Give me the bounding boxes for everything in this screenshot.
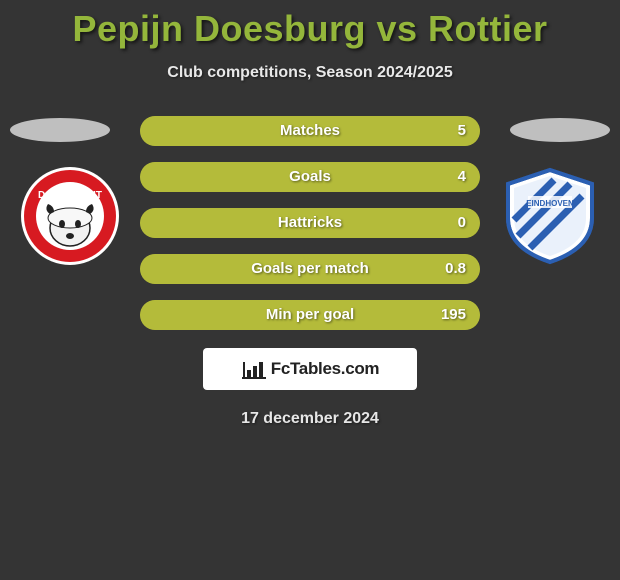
stat-value: 195 (441, 300, 466, 330)
stat-value: 0.8 (445, 254, 466, 284)
stat-row-mpg: Min per goal 195 (140, 300, 480, 330)
club-logo-left: DORDRECHT (20, 166, 120, 266)
svg-text:DORDRECHT: DORDRECHT (38, 190, 102, 201)
stat-value: 4 (458, 162, 466, 192)
eindhoven-crest-icon: EINDHOVEN (500, 166, 600, 266)
stat-value: 0 (458, 208, 466, 238)
stat-row-matches: Matches 5 (140, 116, 480, 146)
comparison-panel: DORDRECHT EINDHOVEN (0, 116, 620, 428)
stat-label: Min per goal (140, 300, 480, 330)
bars-chart-icon (241, 359, 267, 379)
date-label: 17 december 2024 (0, 410, 620, 428)
player-ellipse-right (510, 118, 610, 142)
page-title: Pepijn Doesburg vs Rottier (0, 0, 620, 50)
dordrecht-crest-icon: DORDRECHT (20, 166, 120, 266)
svg-text:EINDHOVEN: EINDHOVEN (526, 199, 574, 208)
player-ellipse-left (10, 118, 110, 142)
club-logo-right: EINDHOVEN (500, 166, 600, 266)
stat-row-goals: Goals 4 (140, 162, 480, 192)
stat-label: Matches (140, 116, 480, 146)
stat-value: 5 (458, 116, 466, 146)
stat-row-gpm: Goals per match 0.8 (140, 254, 480, 284)
fctables-badge: FcTables.com (203, 348, 417, 390)
fctables-text: FcTables.com (271, 359, 380, 379)
stat-label: Goals per match (140, 254, 480, 284)
stats-bars: Matches 5 Goals 4 Hattricks 0 Goals per … (140, 116, 480, 330)
stat-label: Goals (140, 162, 480, 192)
subtitle: Club competitions, Season 2024/2025 (0, 64, 620, 82)
stat-label: Hattricks (140, 208, 480, 238)
stat-row-hattricks: Hattricks 0 (140, 208, 480, 238)
